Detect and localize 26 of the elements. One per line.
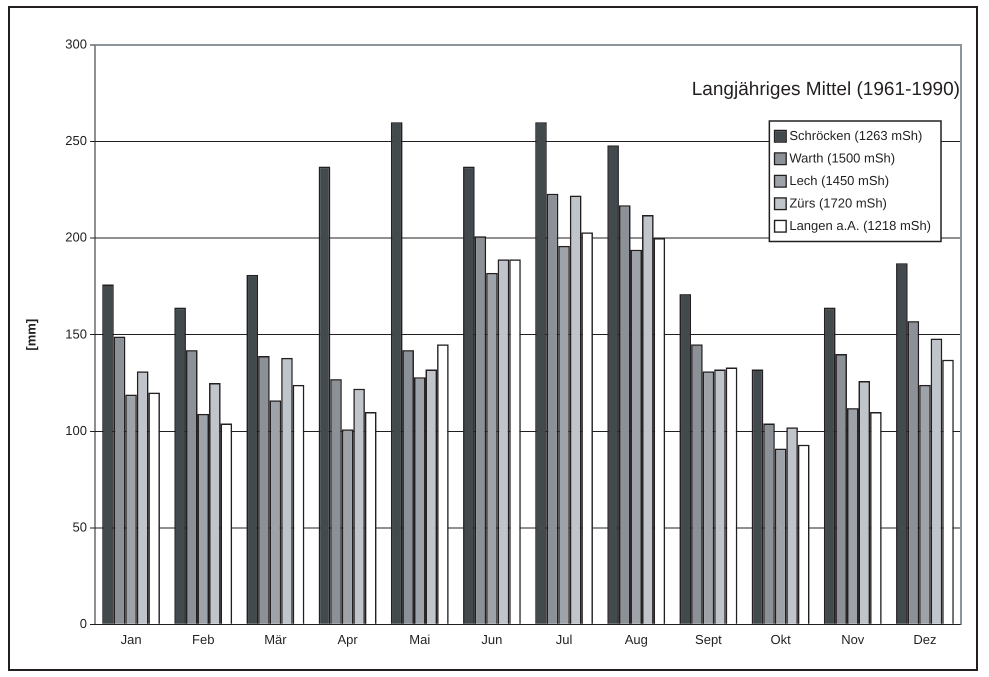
y-tick-label: 200 xyxy=(65,230,87,245)
legend-label: Warth (1500 mSh) xyxy=(789,150,896,166)
x-tick-label: Feb xyxy=(192,632,214,647)
x-tick-label: Mär xyxy=(264,632,288,647)
y-tick-label: 100 xyxy=(65,422,87,438)
x-tick-label: Jan xyxy=(120,632,142,647)
y-axis-title: [mm] xyxy=(23,318,38,351)
y-tick-label: 50 xyxy=(72,519,87,534)
x-tick-label: Sept xyxy=(695,632,722,647)
x-tick-label: Jun xyxy=(481,632,502,647)
legend-label: Zürs (1720 mSh) xyxy=(789,195,887,210)
legend-label: Langen a.A. (1218 mSh) xyxy=(789,218,932,233)
y-tick-label: 300 xyxy=(65,36,87,52)
x-tick-label: Nov xyxy=(841,632,865,647)
legend-label: Lech (1450 mSh) xyxy=(789,172,890,188)
y-tick-label: 250 xyxy=(65,133,87,148)
x-tick-label: Okt xyxy=(770,632,792,647)
x-tick-label: Mai xyxy=(409,632,430,647)
text: Langjähriges Mittel (1961-1990) xyxy=(692,79,960,101)
x-tick-label: Apr xyxy=(337,632,358,647)
y-tick-label: 0 xyxy=(80,616,87,631)
x-tick-label: Jul xyxy=(556,632,572,647)
legend-label: Schröcken (1263 mSh) xyxy=(789,128,922,143)
x-tick-label: Aug xyxy=(624,632,648,647)
x-tick-label: Dez xyxy=(913,632,936,647)
y-tick-label: 150 xyxy=(65,326,87,342)
